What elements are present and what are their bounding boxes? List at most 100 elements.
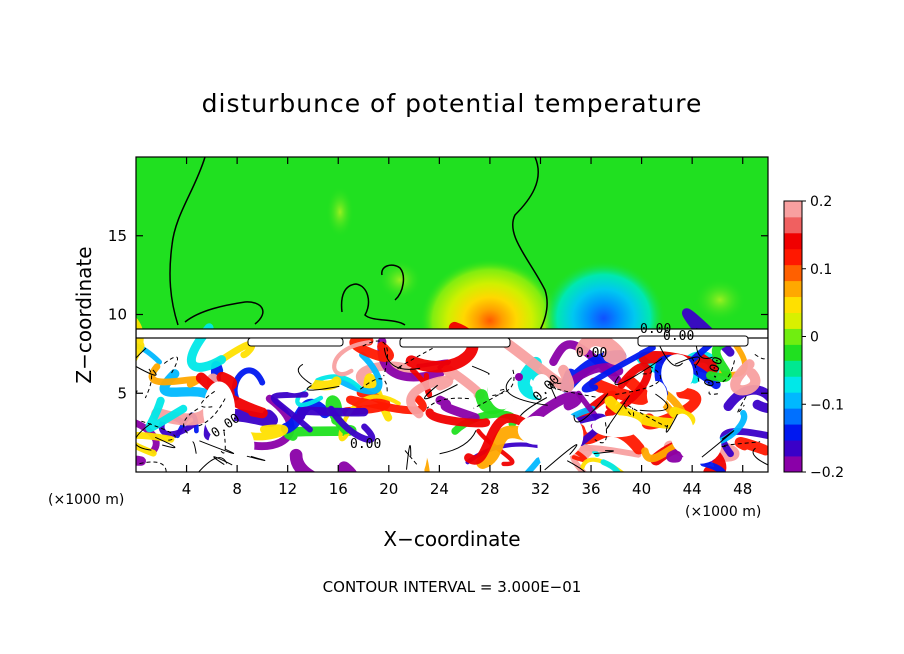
inversion-lobe [247,337,344,347]
positive-contour [606,395,631,430]
colorbar-segment [784,232,802,250]
calm-cell [591,415,643,438]
zero-contour [381,264,405,301]
y-tick-label: 5 [117,384,127,402]
negative-contour [359,378,388,392]
swirl-band [332,340,372,377]
positive-contour [306,385,340,391]
contour-label: 0.00 [350,437,381,452]
calm-cell [661,354,694,393]
negative-contour [708,391,718,395]
swirl-band [406,375,454,419]
negative-contour [473,388,506,409]
zero-contour [512,157,548,331]
colorbar-tick-label: −0.1 [810,397,844,413]
swirl-band [349,335,394,362]
positive-contour [752,447,768,466]
negative-contour [139,461,167,472]
swirl-band [723,385,768,413]
calm-cell [387,423,428,472]
y-axis-label: Z−coordinate [72,246,96,383]
swirl-band [327,405,376,443]
swirl-band [730,359,761,396]
positive-contour [246,455,266,461]
swirl-band [296,406,369,421]
colorbar-segment [784,344,802,361]
swirl-band [231,367,266,401]
negative-contour [642,368,653,375]
contour-label: 0.00 [663,329,694,344]
colorbar-segment [784,201,802,218]
positive-contour [544,444,578,471]
positive-contour [639,393,669,412]
x-tick-label: 4 [182,480,192,498]
negative-contour [690,357,700,382]
positive-contour [136,347,147,361]
colorbar-segment [784,328,802,345]
colorbar-tick-label: 0.2 [810,194,832,210]
positive-contour [593,450,614,455]
colorbar-segment [784,376,802,393]
colorbar-segment [784,248,802,266]
positive-contour [614,358,663,386]
calm-cell [487,358,518,410]
colorbar [783,200,803,473]
positive-contour [471,365,490,375]
colorbar-segment [784,360,802,377]
contour-label: 0.00 [640,322,671,337]
y-axis: 5 10 15 [108,227,768,402]
x-tick-label: 36 [581,480,600,498]
swirl-band [136,317,145,362]
y-tick-label: 15 [108,227,127,245]
cold-core [515,373,523,381]
colorbar-segment [784,312,802,329]
light-anomaly [694,278,746,322]
calm-cell [670,413,694,453]
swirl-band [136,342,162,365]
swirl-band [136,455,146,466]
swirl-band [363,373,393,422]
x-tick-label: 32 [531,480,550,498]
contour-label: 0.00 [576,346,607,361]
swirl-band [464,413,535,465]
zero-contour [169,157,206,326]
calm-cell [203,381,236,439]
positive-contour [505,377,548,406]
x-tick-label: 16 [329,480,348,498]
swirl-band [600,459,621,472]
negative-contour [198,395,227,427]
positive-contour [199,440,235,455]
colorbar-segment [784,456,802,473]
x-axis-label: X−coordinate [383,527,520,551]
negative-contour [614,365,661,395]
calm-cell [517,415,556,445]
swirl-band [186,323,227,372]
positive-contour [573,393,609,423]
swirl-band [476,425,534,469]
x-tick-label: 12 [278,480,297,498]
swirl-band [425,408,491,428]
positive-contour [297,363,312,385]
negative-contour [710,360,735,384]
swirl-band [136,419,160,454]
negative-contour [549,382,597,398]
positive-contour [154,436,176,449]
x-tick-label: 40 [632,480,651,498]
negative-contour [490,369,515,397]
negative-contour [623,405,635,417]
swirl-band [346,395,427,415]
positive-contour [674,356,701,366]
chart-title: disturbunce of potential temperature [202,89,703,118]
x-tick-label: 20 [379,480,398,498]
positive-contour [383,347,421,370]
positive-contour [548,381,557,399]
positive-contour [192,441,197,454]
positive-contour [213,456,233,466]
positive-contour [439,430,477,455]
negative-contour [183,408,199,436]
colorbar-segment [784,408,802,425]
colorbar-tick-label: 0 [810,330,819,346]
colorbar-tick-label: 0.1 [810,262,832,278]
x-unit-right: (×1000 m) [685,504,761,520]
